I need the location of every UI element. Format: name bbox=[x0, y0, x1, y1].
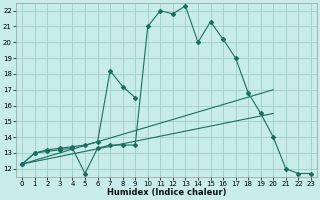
X-axis label: Humidex (Indice chaleur): Humidex (Indice chaleur) bbox=[107, 188, 226, 197]
